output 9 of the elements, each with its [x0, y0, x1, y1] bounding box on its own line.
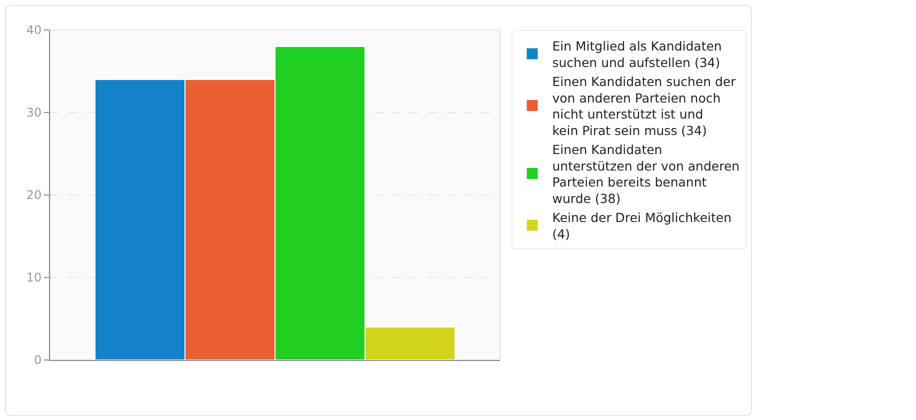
y-tick-label: 40: [26, 23, 42, 38]
legend-label: Keine der Drei Möglichkeiten (4): [552, 210, 732, 242]
y-tick-label: 0: [34, 353, 42, 368]
legend-label: Einen Kandidaten suchen der von anderen Parteien noch nicht unterstützt ist und kein Pirat sein muss (34): [552, 74, 737, 138]
y-tick-label: 10: [26, 270, 42, 285]
legend-label: Einen Kandidaten unterstützen der von anderen Parteien bereits benannt wurde (38): [552, 142, 740, 206]
legend-label: Ein Mitglied als Kandidaten suchen und aufstellen (34): [552, 38, 722, 70]
y-tick-label: 20: [26, 188, 42, 202]
y-tick-label: 30: [26, 106, 42, 120]
